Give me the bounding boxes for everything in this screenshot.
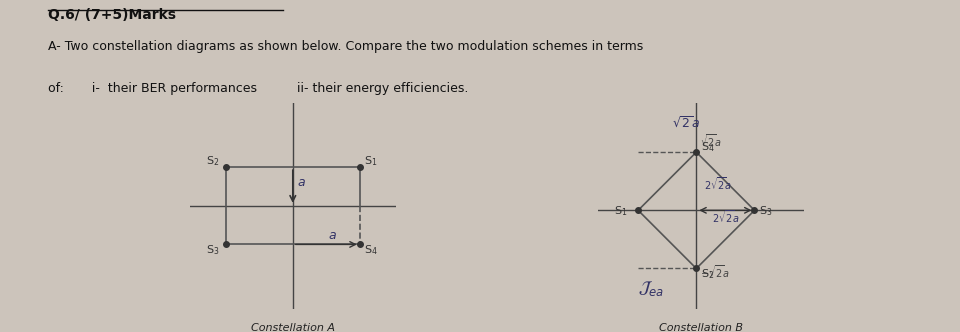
Text: a: a — [329, 229, 336, 242]
Text: $\sqrt{2}a$: $\sqrt{2}a$ — [672, 116, 700, 130]
Text: A- Two constellation diagrams as shown below. Compare the two modulation schemes: A- Two constellation diagrams as shown b… — [48, 40, 643, 53]
Text: S$_4$: S$_4$ — [701, 140, 714, 154]
Text: $\sqrt{2}a$: $\sqrt{2}a$ — [700, 132, 722, 149]
Text: Constellation B: Constellation B — [659, 323, 743, 332]
Text: Constellation A: Constellation A — [251, 323, 335, 332]
Text: S$_3$: S$_3$ — [206, 244, 220, 258]
Text: $\mathcal{J}_{ea}$: $\mathcal{J}_{ea}$ — [638, 279, 664, 298]
Text: S$_1$: S$_1$ — [364, 155, 377, 168]
Text: S$_1$: S$_1$ — [613, 204, 627, 218]
Text: S$_3$: S$_3$ — [759, 204, 773, 218]
Text: $2\sqrt{2}a$: $2\sqrt{2}a$ — [712, 208, 740, 225]
Text: S$_4$: S$_4$ — [364, 244, 377, 258]
Text: $-\sqrt{2}a$: $-\sqrt{2}a$ — [700, 264, 730, 280]
Text: S$_2$: S$_2$ — [206, 155, 220, 168]
Text: S$_2$: S$_2$ — [701, 268, 714, 281]
Text: Q.6/ (7+5)Marks: Q.6/ (7+5)Marks — [48, 8, 176, 22]
Text: a: a — [298, 176, 305, 189]
Text: of:       i-  their BER performances          ii- their energy efficiencies.: of: i- their BER performances ii- their … — [48, 82, 468, 95]
Text: $2\sqrt{2}a$: $2\sqrt{2}a$ — [705, 176, 732, 192]
